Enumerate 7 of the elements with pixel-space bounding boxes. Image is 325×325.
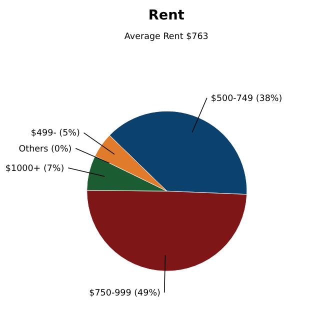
slice-label: $1000+ (7%) [5, 164, 64, 174]
category-label: Others (0%) [18, 144, 72, 154]
chart-title: Rent [148, 7, 185, 24]
slice-label: $500-749 (38%) [210, 94, 282, 104]
slice-label: $499- (5%) [30, 128, 80, 139]
chart-subtitle: Average Rent $763 [124, 32, 208, 42]
slice-label: $750-999 (49%) [89, 288, 160, 298]
